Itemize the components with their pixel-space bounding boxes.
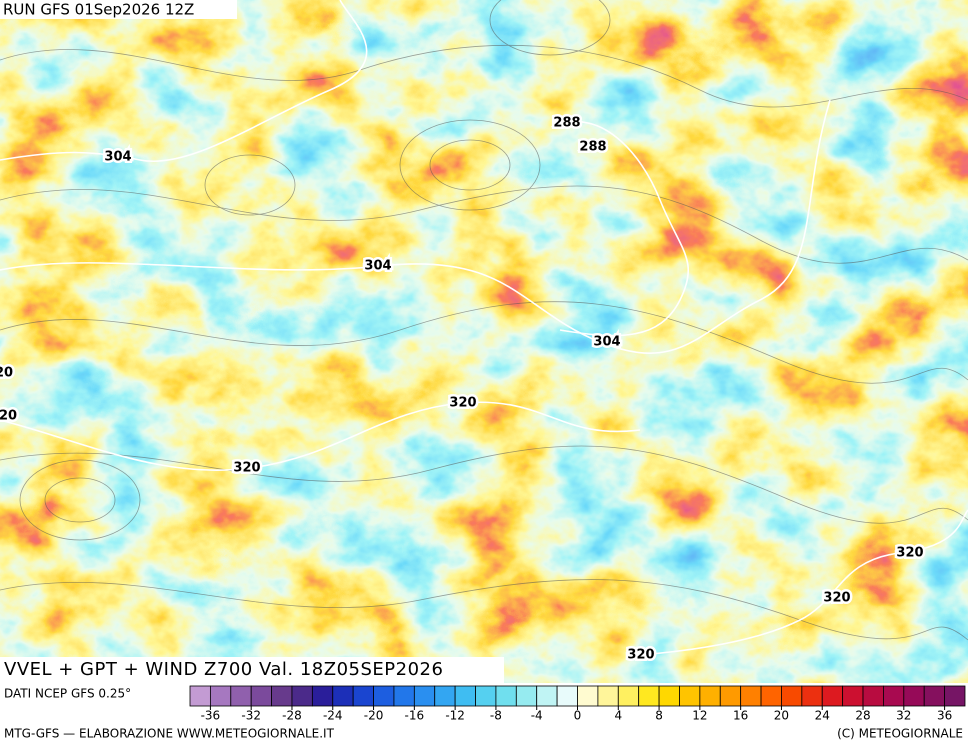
title-bg: [0, 657, 504, 683]
colorbar-box: [862, 685, 884, 707]
colorbar-box: [781, 685, 803, 707]
colorbar-tick-label: -4: [531, 709, 543, 723]
contour-label: 304: [364, 259, 391, 274]
colorbar-tick-label: 20: [774, 709, 789, 723]
colorbar-box: [352, 685, 374, 707]
colorbar-tick-label: 0: [574, 709, 582, 723]
colorbar-box: [373, 685, 395, 707]
colorbar-box: [617, 685, 640, 707]
colorbar-tick-label: -36: [201, 709, 221, 723]
colorbar-box: [801, 685, 823, 707]
vvel-field: [0, 0, 968, 683]
colorbar-box: [658, 685, 680, 707]
colorbar-box: [536, 685, 558, 707]
colorbar-box: [577, 685, 599, 707]
colorbar-box: [434, 685, 456, 707]
colorbar-box: [189, 685, 211, 707]
colorbar-box: [679, 685, 701, 707]
colorbar-box: [454, 685, 476, 707]
contour-label: 304: [104, 150, 131, 165]
colorbar-box: [291, 685, 313, 707]
colorbar-box: [311, 685, 334, 707]
colorbar-box: [475, 685, 497, 707]
colorbar-box: [393, 685, 415, 707]
colorbar-tick-label: -12: [445, 709, 465, 723]
data-source: DATI NCEP GFS 0.25°: [4, 687, 131, 701]
colorbar-tick-label: -8: [490, 709, 502, 723]
colorbar-tick-label: 16: [733, 709, 748, 723]
colorbar-box: [515, 685, 538, 707]
streamlines: [0, 0, 968, 641]
colorbar-tick-label: 28: [855, 709, 870, 723]
colorbar-tick-label: 24: [815, 709, 830, 723]
run-label: RUN GFS 01Sep2026 12Z: [3, 1, 194, 19]
colorbar-box: [495, 685, 517, 707]
colorbar-box: [638, 685, 660, 707]
colorbar-box: [230, 685, 252, 707]
colorbar-box: [740, 685, 762, 707]
colorbar-box: [597, 685, 619, 707]
colorbar-box: [250, 685, 272, 707]
colorbar-box: [923, 685, 946, 707]
contour-label: 288: [553, 116, 580, 131]
colorbar-box: [209, 685, 232, 707]
height-contours: [0, 0, 968, 655]
contour-label: 304: [593, 335, 620, 350]
contour-label: 20: [0, 366, 13, 381]
colorbar-tick-label: 12: [692, 709, 707, 723]
colorbar-box: [413, 685, 436, 707]
colorbar-box: [719, 685, 742, 707]
colorbar-tick-label: -16: [405, 709, 425, 723]
colorbar-box: [271, 685, 293, 707]
footer-right: (C) METEOGIORNALE: [837, 727, 963, 741]
colorbar-box: [332, 685, 354, 707]
colorbar-tick-label: 4: [614, 709, 622, 723]
colorbar-tick-label: 32: [896, 709, 911, 723]
footer-left: MTG-GFS — ELABORAZIONE WWW.METEOGIORNALE…: [4, 727, 335, 741]
map-title: VVEL + GPT + WIND Z700 Val. 18Z05SEP2026: [4, 659, 443, 680]
colorbar-box: [699, 685, 721, 707]
colorbar-box: [556, 685, 578, 707]
colorbar-box: [760, 685, 782, 707]
colorbar-box: [821, 685, 844, 707]
header-bg: [0, 0, 237, 19]
contour-label: 320: [896, 546, 923, 561]
contour-label: 320: [449, 396, 476, 411]
colorbar-box: [883, 685, 905, 707]
colorbar-box: [903, 685, 925, 707]
contour-label: 320: [233, 461, 260, 476]
colorbar-box: [944, 685, 966, 707]
colorbar-tick-label: -24: [323, 709, 343, 723]
contour-label: 20: [0, 409, 17, 424]
colorbar-tick-label: -20: [364, 709, 384, 723]
contour-label: 288: [579, 140, 606, 155]
colorbar-tick-label: 36: [937, 709, 952, 723]
colorbar-tick-label: 8: [655, 709, 663, 723]
colorbar-box: [842, 685, 864, 707]
colorbar-tick-label: -32: [241, 709, 261, 723]
contour-label: 320: [823, 591, 850, 606]
contour-label: 320: [627, 648, 654, 663]
colorbar-tick-label: -28: [282, 709, 302, 723]
